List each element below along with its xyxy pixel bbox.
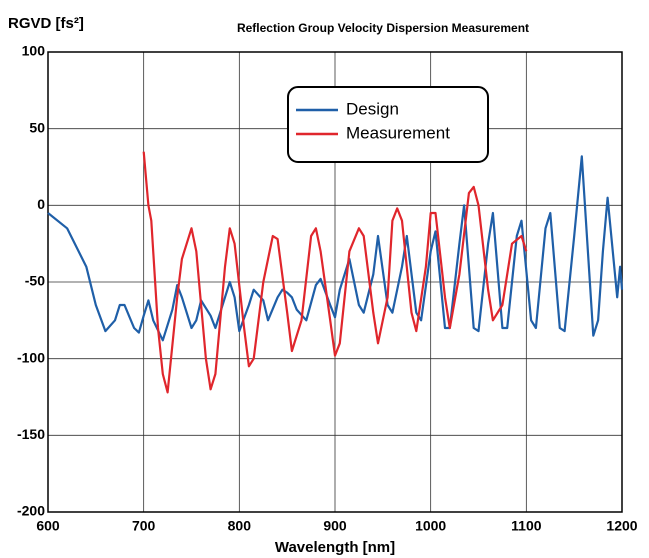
y-tick-label: -200 bbox=[17, 503, 45, 519]
x-tick-label: 1200 bbox=[606, 518, 637, 534]
legend-box bbox=[287, 86, 489, 163]
chart-title: Reflection Group Velocity Dispersion Mea… bbox=[237, 21, 529, 35]
y-tick-label: 50 bbox=[29, 119, 45, 135]
y-tick-label: 100 bbox=[22, 43, 46, 59]
legend-label: Design bbox=[346, 99, 399, 118]
x-tick-label: 800 bbox=[228, 518, 252, 534]
series-line bbox=[142, 151, 528, 394]
legend: Design Measurement bbox=[287, 86, 489, 163]
y-tick-label: -150 bbox=[17, 426, 45, 442]
y-tick-label: -100 bbox=[17, 349, 45, 365]
legend-label: Measurement bbox=[346, 123, 450, 142]
y-tick-label: -50 bbox=[25, 273, 45, 289]
x-tick-label: 900 bbox=[323, 518, 347, 534]
y-axis-label: RGVD [fs²] bbox=[8, 15, 84, 32]
series-line bbox=[47, 155, 624, 342]
y-tick-label: 0 bbox=[37, 196, 45, 212]
x-tick-label: 1000 bbox=[415, 518, 446, 534]
x-tick-label: 600 bbox=[36, 518, 60, 534]
x-tick-label: 700 bbox=[132, 518, 156, 534]
x-tick-label: 1100 bbox=[511, 518, 542, 534]
x-axis-label: Wavelength [nm] bbox=[275, 539, 395, 556]
